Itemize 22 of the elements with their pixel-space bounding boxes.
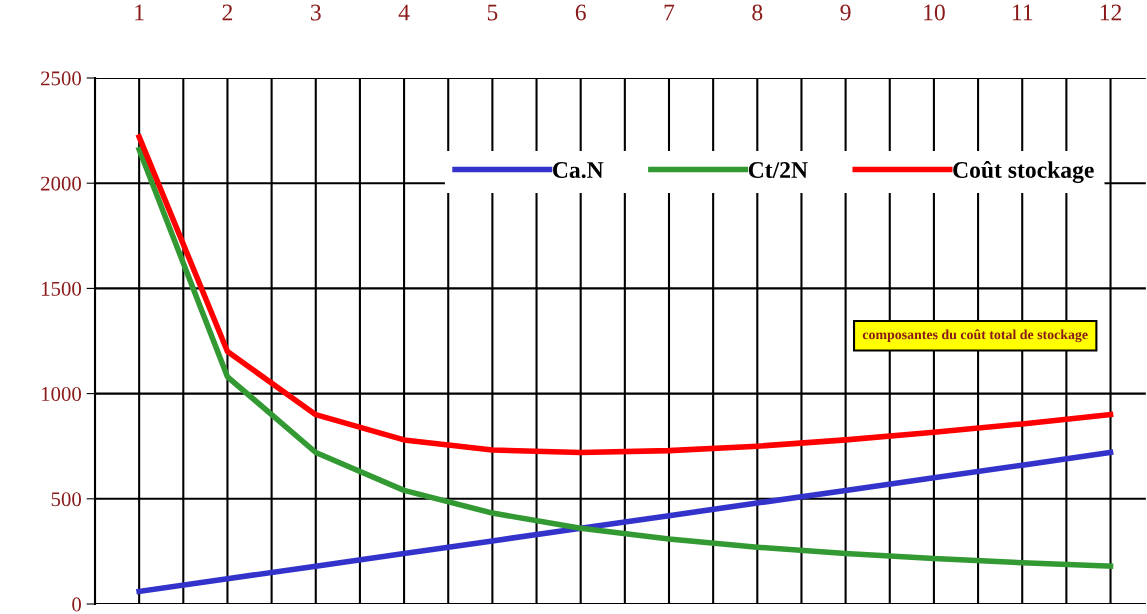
x-tick-label: 7 xyxy=(664,4,675,21)
annotation: composantes du coût total de stockage xyxy=(862,329,1088,343)
x-tick-label: 6 xyxy=(575,4,586,21)
y-tick-label: 2000 xyxy=(41,176,82,191)
x-tick-label: 3 xyxy=(310,4,321,21)
x-tick-label: 12 xyxy=(1100,4,1122,21)
x-tick-label: 4 xyxy=(398,4,410,21)
x-tick-label: 5 xyxy=(487,4,498,21)
y-tick-label: 0 xyxy=(72,597,82,612)
y-tick-label: 1000 xyxy=(41,386,82,402)
legend-label: Ca.N xyxy=(553,162,604,179)
y-tick-label: 1500 xyxy=(41,281,82,296)
legend-label: Coût stockage xyxy=(953,161,1094,183)
x-tick-label: 10 xyxy=(924,4,945,21)
x-tick-label: 2 xyxy=(222,4,233,21)
y-tick-label: 2500 xyxy=(41,71,82,86)
x-tick-label: 8 xyxy=(752,4,763,21)
y-tick-label: 500 xyxy=(51,492,82,507)
x-tick-label: 11 xyxy=(1012,4,1033,21)
x-tick-label: 9 xyxy=(840,4,851,21)
x-tick-label: 1 xyxy=(135,4,144,21)
legend-label: Ct/2N xyxy=(748,162,808,178)
